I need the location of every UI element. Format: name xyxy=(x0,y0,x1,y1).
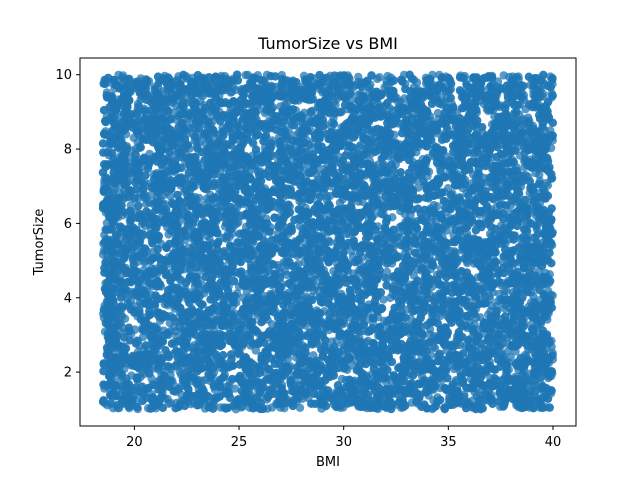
data-point xyxy=(375,73,384,82)
data-point xyxy=(337,107,346,117)
data-point xyxy=(354,72,363,82)
chart-title: TumorSize vs BMI xyxy=(257,34,398,53)
data-point xyxy=(120,314,130,323)
data-point xyxy=(380,160,389,170)
data-point xyxy=(433,108,443,118)
data-points xyxy=(98,70,558,414)
data-point xyxy=(166,192,175,201)
data-point xyxy=(337,374,347,384)
data-point xyxy=(312,282,321,291)
